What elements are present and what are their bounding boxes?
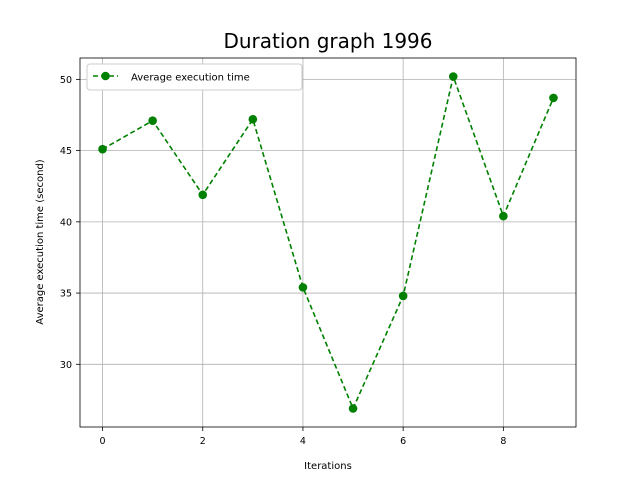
data-point bbox=[98, 144, 107, 154]
chart-title: Duration graph 1996 bbox=[223, 29, 432, 53]
data-point bbox=[448, 72, 458, 81]
legend: Average execution time bbox=[86, 63, 303, 91]
x-tick-label: 2 bbox=[200, 436, 206, 447]
data-point bbox=[499, 211, 508, 221]
ticks: 0 2 4 6 8 30 35 40 45 50 bbox=[60, 75, 506, 447]
legend-marker-swatch bbox=[101, 71, 110, 81]
y-axis-label: Average execution time (second) bbox=[35, 159, 46, 324]
data-point bbox=[148, 116, 157, 125]
y-tick-label: 35 bbox=[60, 289, 72, 300]
y-tick-label: 30 bbox=[60, 360, 72, 371]
data-point bbox=[348, 404, 358, 413]
x-tick-label: 8 bbox=[500, 436, 506, 447]
axes bbox=[79, 57, 577, 428]
x-tick-label: 6 bbox=[400, 436, 406, 447]
x-tick-label: 4 bbox=[300, 436, 306, 447]
x-axis-label: Iterations bbox=[304, 461, 352, 472]
x-tick-label: 0 bbox=[100, 436, 106, 447]
y-tick-label: 45 bbox=[60, 146, 72, 157]
legend-box bbox=[86, 63, 303, 91]
data-point bbox=[198, 190, 208, 200]
data-point bbox=[549, 93, 558, 103]
data-point bbox=[248, 114, 258, 124]
data-point bbox=[398, 291, 408, 301]
y-tick-label: 40 bbox=[60, 217, 72, 228]
plot-frame bbox=[79, 57, 577, 428]
y-tick-label: 50 bbox=[60, 75, 72, 86]
series-layer bbox=[98, 72, 558, 413]
grid bbox=[80, 58, 576, 427]
data-point bbox=[298, 283, 308, 292]
legend-label: Average execution time bbox=[131, 73, 250, 84]
